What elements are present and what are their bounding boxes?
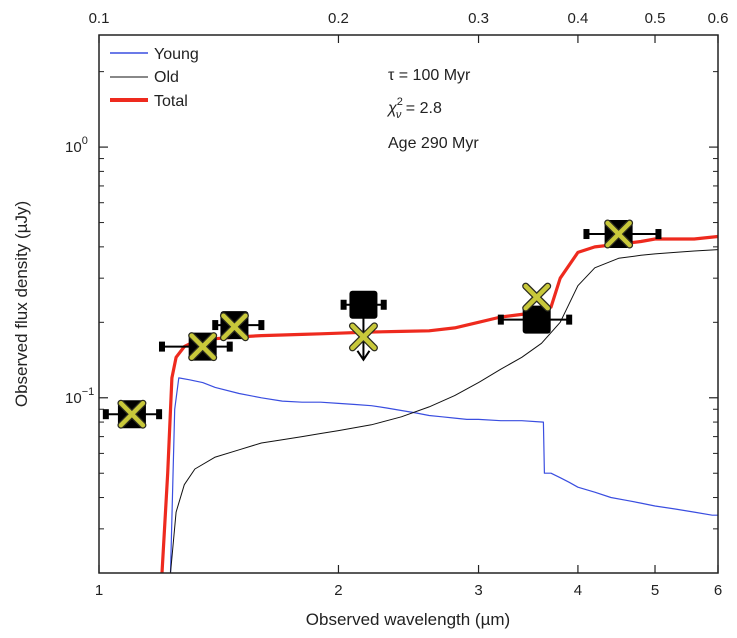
top-tick-label: 0.1 [89, 10, 110, 27]
y-axis-title: Observed flux density (µJy) [12, 201, 31, 407]
observed-xerr-cap [156, 409, 163, 420]
observed-xerr-cap [583, 229, 590, 240]
observed-xerr-cap [102, 409, 109, 420]
observed-xerr-cap [226, 341, 233, 352]
legend-label-young: Young [154, 46, 199, 63]
top-tick-label: 0.4 [567, 10, 588, 27]
y-tick-label: 100 [65, 135, 88, 156]
observed-xerr-cap [258, 320, 265, 331]
fit-annotations: τ = 100 Myr χ2 ν = 2.8 Age 290 Myr [386, 67, 479, 152]
observed-xerr-cap [497, 314, 504, 325]
plot-frame [98, 34, 719, 574]
upper-limit-arrowhead [356, 350, 371, 362]
x-tick-label: 4 [574, 582, 582, 599]
x-axis-title: Observed wavelength (µm) [306, 610, 510, 629]
top-tick-label: 0.3 [468, 10, 489, 27]
observed-point [522, 305, 551, 334]
model-point [522, 282, 552, 312]
observed-xerr-cap [340, 299, 347, 310]
top-tick-label: 0.2 [328, 10, 349, 27]
observed-xerr-cap [566, 314, 573, 325]
observed-xerr-cap [380, 299, 387, 310]
x-tick-label: 6 [714, 582, 722, 599]
y-tick-label: 10−1 [65, 386, 94, 407]
observed-point [349, 290, 378, 319]
annotation-age: Age 290 Myr [388, 135, 479, 152]
series-line-total [160, 234, 718, 573]
observed-xerr-cap [158, 341, 165, 352]
legend-label-old: Old [154, 69, 179, 86]
x-tick-label: 1 [95, 582, 103, 599]
legend-label-total: Total [154, 93, 188, 110]
x-tick-label: 5 [651, 582, 659, 599]
top-tick-label: 0.6 [708, 10, 729, 27]
annotation-chi-squared: χ2 ν = 2.8 [386, 96, 442, 121]
observed-xerr-cap [655, 229, 662, 240]
x-tick-label: 2 [334, 582, 342, 599]
x-tick-label: 3 [474, 582, 482, 599]
observed-xerr-cap [212, 320, 219, 331]
model-point [604, 219, 634, 249]
model-point [219, 312, 249, 342]
model-point [188, 332, 218, 362]
series-line-old [170, 249, 718, 573]
top-tick-label: 0.5 [645, 10, 666, 27]
annotation-tau: τ = 100 Myr [388, 67, 471, 84]
legend: Young Old Total [110, 46, 199, 110]
model-point [348, 322, 378, 352]
series-line-young [169, 377, 718, 573]
model-point [117, 399, 147, 429]
